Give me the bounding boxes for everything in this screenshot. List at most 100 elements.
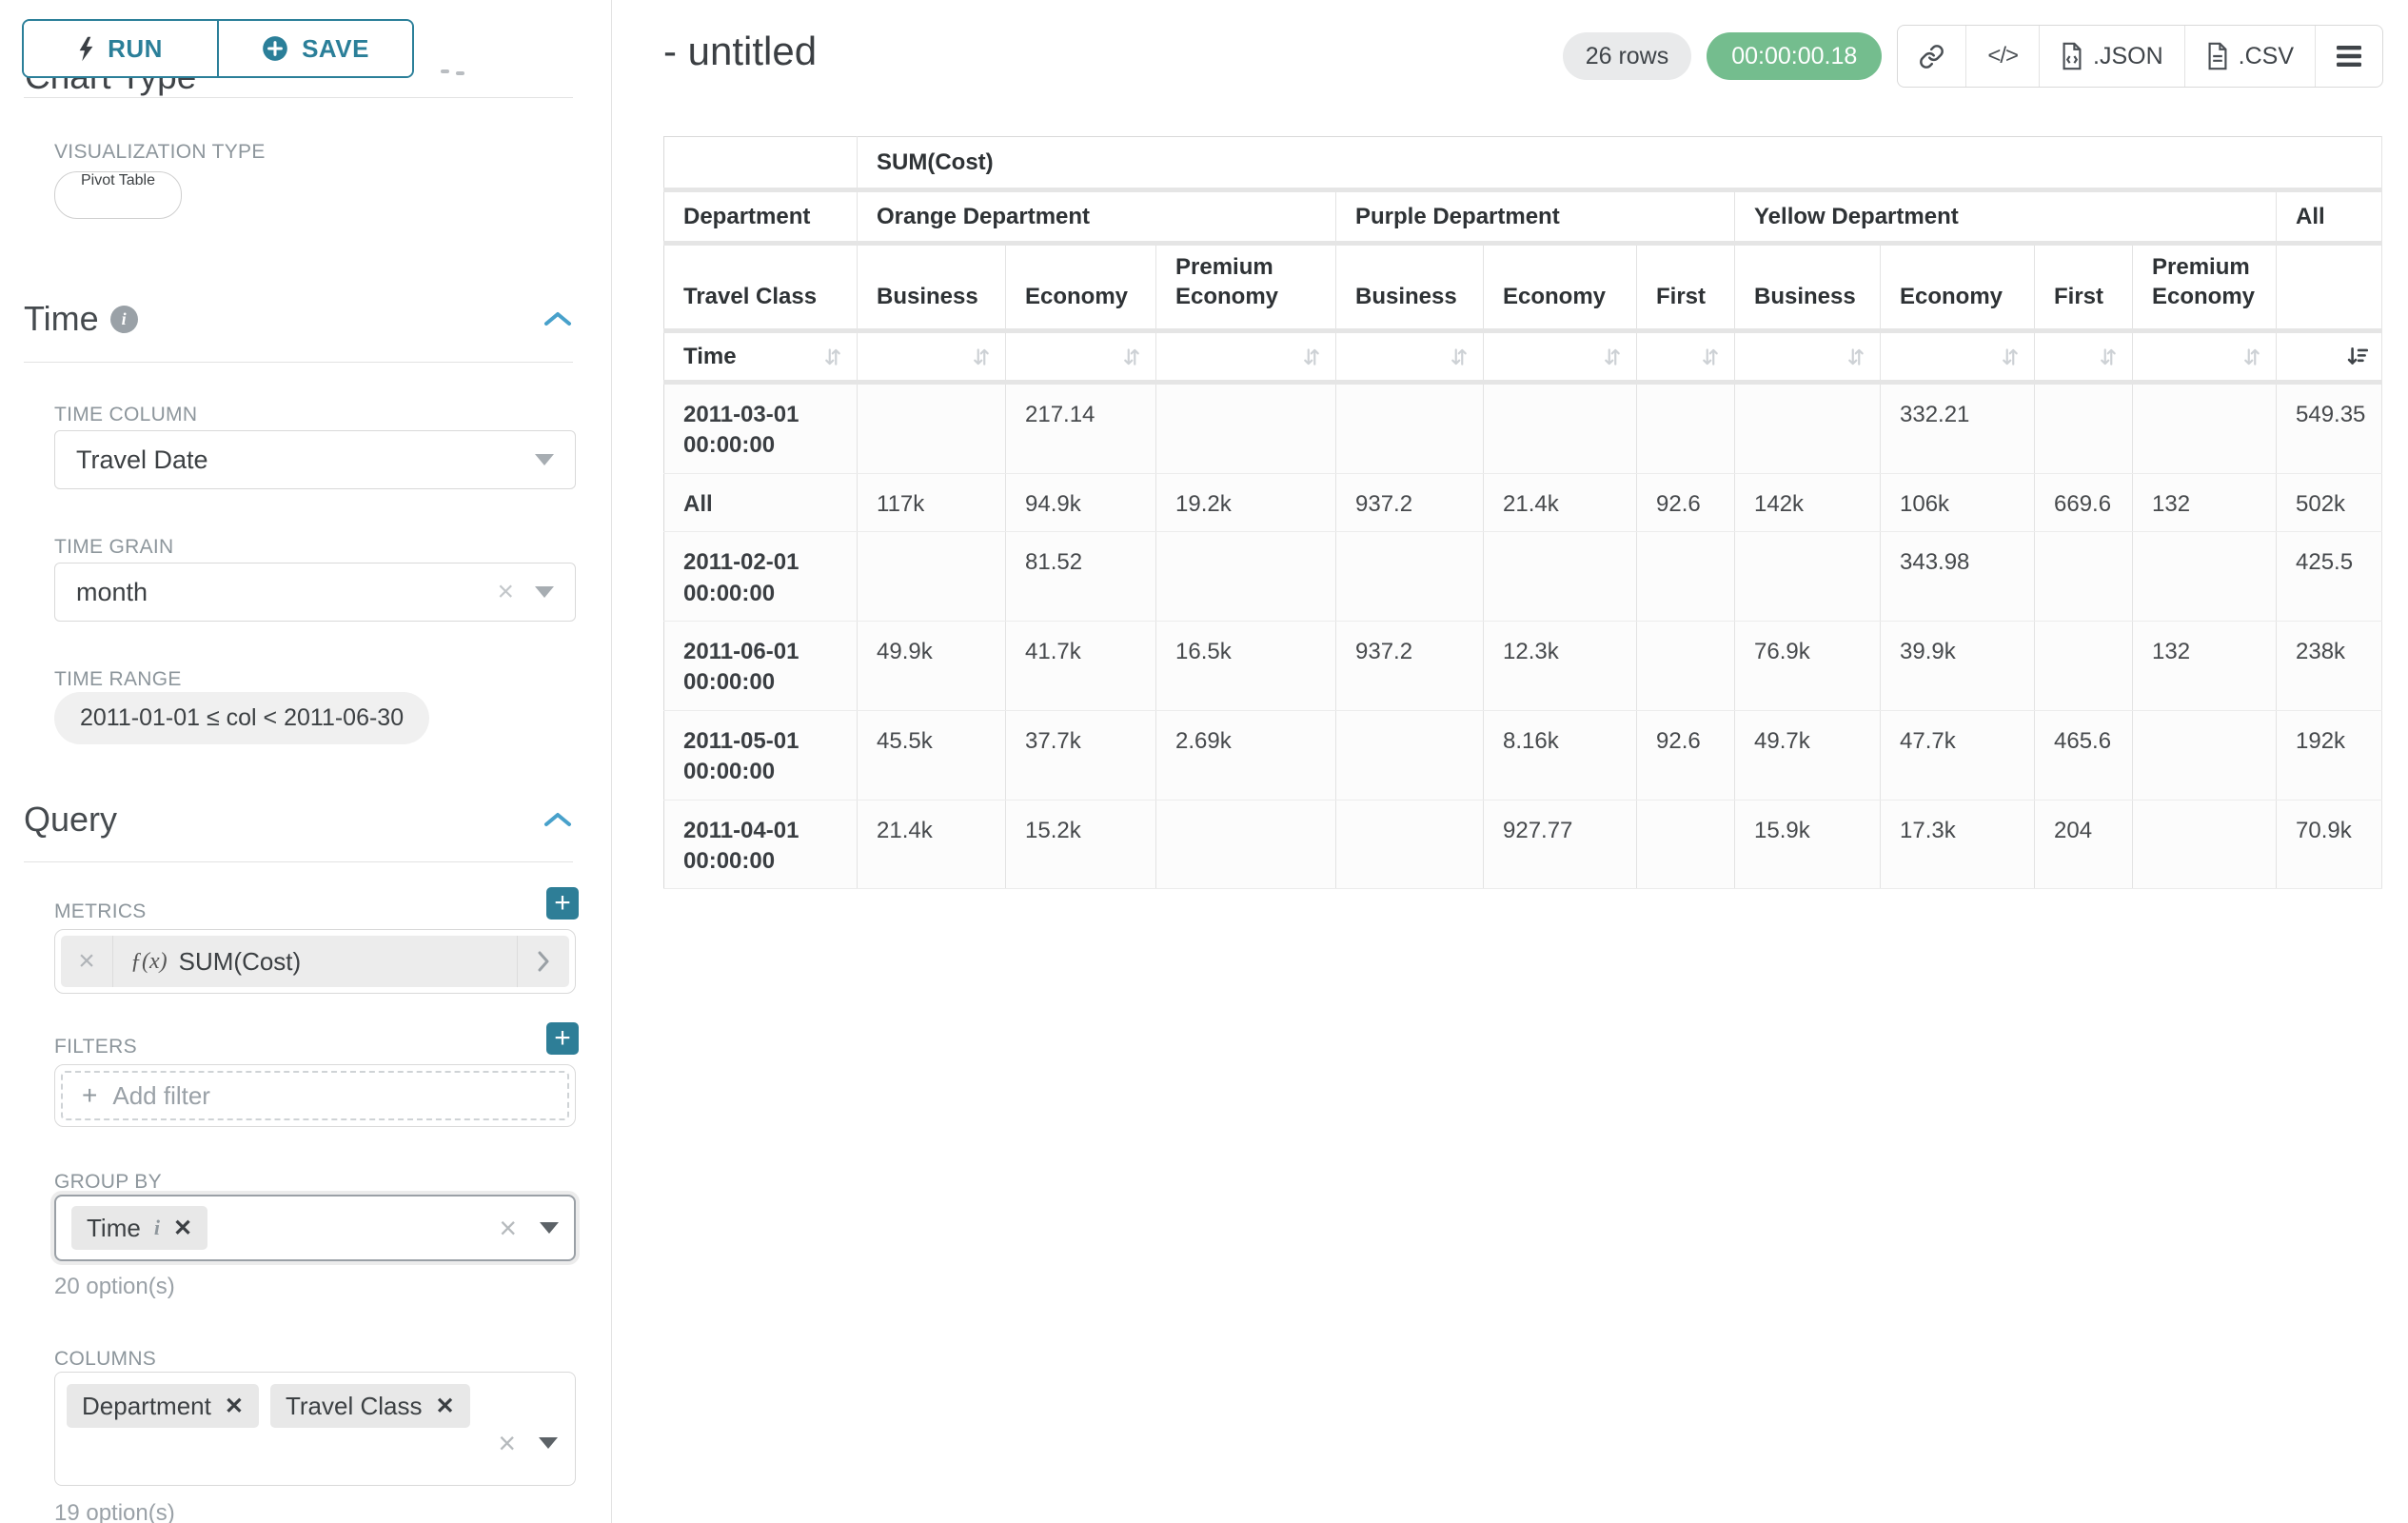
sort-icon[interactable] [1698,345,1723,369]
row-label: 2011-06-01 00:00:00 [663,621,858,711]
sort-icon[interactable] [1119,345,1144,369]
table-row: 2011-06-01 00:00:00 49.9k 41.7k 16.5k 937.2 1… [663,621,2382,711]
chevron-down-icon [535,586,554,598]
class-header-cell: First [2034,243,2133,333]
columns-tag-label: Department [82,1391,211,1420]
table-cell [1335,710,1484,801]
csv-file-icon [2208,42,2227,70]
table-cell [1734,531,1881,622]
sort-cell[interactable] [1483,330,1637,385]
columns-select[interactable]: Department ✕ Travel Class ✕ × [54,1372,576,1486]
export-json-button[interactable]: .JSON [2040,26,2185,87]
row-label: 2011-05-01 00:00:00 [663,710,858,801]
info-icon: i [153,1216,160,1239]
remove-tag-icon[interactable]: ✕ [172,1215,193,1241]
table-cell [2132,710,2277,801]
metric-label-zone[interactable]: ƒ(x) SUM(Cost) [113,936,517,987]
chevron-down-icon [539,1437,558,1449]
sort-icon[interactable] [969,345,994,369]
sort-cell[interactable] [1636,330,1735,385]
sort-cell[interactable] [1155,330,1336,385]
time-section-title: Time [24,299,99,338]
sort-icon[interactable] [1600,345,1625,369]
sort-icon[interactable] [1447,345,1471,369]
group-header-cell: All [2276,189,2382,246]
table-cell [1335,382,1484,474]
menu-button[interactable] [2316,26,2382,87]
add-filter-plus-button[interactable]: + [546,1022,579,1055]
sort-cell-active[interactable] [2276,330,2382,385]
sort-cell[interactable] [1005,330,1156,385]
table-cell: 21.4k [1483,473,1637,533]
clear-icon[interactable]: × [499,1211,517,1245]
table-cell: 502k [2276,473,2382,533]
code-icon: </> [1987,43,2019,69]
row-label: 2011-02-01 00:00:00 [663,531,858,622]
sort-icon[interactable] [820,345,845,369]
sort-cell[interactable] [1734,330,1881,385]
table-cell [1483,531,1637,622]
table-cell: 81.52 [1005,531,1156,622]
table-cell: 37.7k [1005,710,1156,801]
filters-label: FILTERS [54,1036,137,1058]
time-column-value: Travel Date [76,445,208,474]
add-filter-button[interactable]: + Add filter [61,1071,569,1120]
sort-cell[interactable] [2132,330,2277,385]
table-cell: 49.7k [1734,710,1881,801]
remove-metric-icon[interactable]: × [61,936,113,987]
time-sort-cell[interactable]: Time [663,330,858,385]
remove-tag-icon[interactable]: ✕ [435,1393,455,1419]
control-panel-sidebar: Chart Type RUN SAVE VISUALIZATION TYPE P… [0,0,612,1523]
row-count-badge: 26 rows [1562,32,1692,80]
run-button[interactable]: RUN [24,21,219,76]
time-grain-select[interactable]: month × [54,563,576,622]
save-button[interactable]: SAVE [219,21,412,76]
visualization-type-pill[interactable]: Pivot Table [54,171,182,219]
chevron-up-icon[interactable] [543,310,573,327]
sort-icon[interactable] [1299,345,1324,369]
share-link-button[interactable] [1898,26,1967,87]
table-cell: 132 [2132,621,2277,711]
run-save-button-group: RUN SAVE [22,19,414,78]
expand-metric-icon[interactable] [517,936,569,987]
remove-tag-icon[interactable]: ✕ [224,1393,244,1419]
class-header-cell: Economy [1005,243,1156,333]
table-cell: 549.35 [2276,382,2382,474]
columns-tag: Department ✕ [67,1384,259,1428]
group-by-options-count: 20 option(s) [54,1274,175,1299]
time-grain-value: month [76,577,148,606]
table-row: 2011-02-01 00:00:00 81.52 343.98 425.5 [663,531,2382,622]
time-label: Time [683,343,737,369]
link-icon [1920,44,1944,69]
sort-cell[interactable] [2034,330,2133,385]
table-cell [1636,531,1735,622]
add-metric-button[interactable]: + [546,887,579,920]
table-cell: 238k [2276,621,2382,711]
table-cell [857,531,1006,622]
chevron-remnant-icon [456,71,464,75]
table-cell: 204 [2034,800,2133,890]
sort-icon[interactable] [1998,345,2023,369]
sort-cell[interactable] [857,330,1006,385]
time-column-select[interactable]: Travel Date [54,430,576,489]
sort-cell[interactable] [1880,330,2035,385]
sort-icon[interactable] [2240,345,2264,369]
sort-cell[interactable] [1335,330,1484,385]
sort-icon[interactable] [2096,345,2121,369]
table-cell: 465.6 [2034,710,2133,801]
export-csv-button[interactable]: .CSV [2185,26,2316,87]
metrics-label: METRICS [54,900,147,922]
sort-descending-icon[interactable] [2345,345,2370,369]
clear-icon[interactable]: × [497,576,514,607]
chart-panel: - untitled 26 rows 00:00:00.18 </> [612,0,2408,1523]
chevron-up-icon[interactable] [543,811,573,828]
clear-icon[interactable]: × [498,1426,516,1460]
sort-icon[interactable] [1844,345,1868,369]
view-query-button[interactable]: </> [1966,26,2041,87]
group-by-select[interactable]: Time i ✕ × [54,1195,576,1261]
table-cell [2034,621,2133,711]
table-cell: 132 [2132,473,2277,533]
table-cell [1335,531,1484,622]
time-range-pill[interactable]: 2011-01-01 ≤ col < 2011-06-30 [54,692,430,744]
